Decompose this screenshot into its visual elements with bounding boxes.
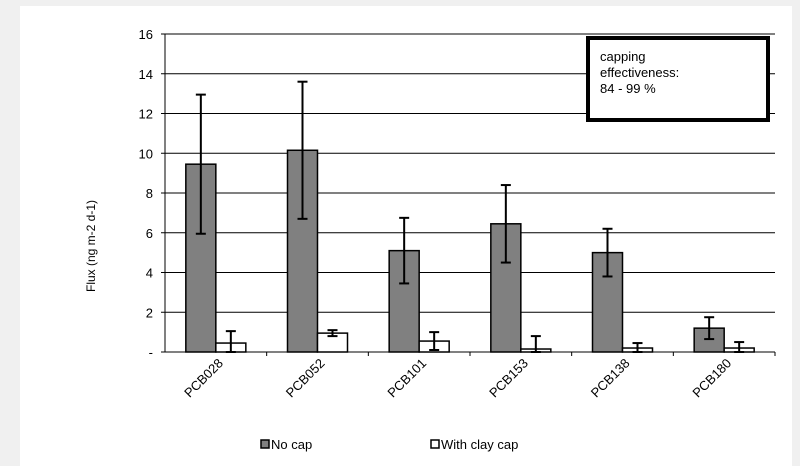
- error-bar-with-clay-cap: [429, 331, 440, 352]
- error-bar-no-cap: [704, 316, 715, 341]
- category-label: PCB028: [181, 356, 226, 401]
- error-bar-no-cap: [399, 216, 410, 285]
- y-tick-labels: - 2 4 6 8 10 12 14 16: [139, 27, 165, 360]
- legend-label-with-clay-cap: With clay cap: [441, 437, 518, 452]
- category-label: PCB101: [384, 356, 429, 401]
- error-bar-no-cap: [195, 93, 206, 235]
- category-labels: PCB028 PCB052 PCB101 PCB153 PCB138 PCB180: [181, 352, 776, 401]
- annotation-frame: [586, 36, 770, 122]
- y-tick-label: 10: [139, 146, 153, 161]
- error-bar-with-clay-cap: [327, 329, 338, 338]
- y-tick-label: 12: [139, 107, 153, 122]
- error-bar-no-cap: [297, 80, 308, 220]
- legend: No cap With clay cap: [260, 437, 518, 452]
- legend-swatch-with-clay-cap: [430, 439, 440, 449]
- category-label: PCB180: [689, 356, 734, 401]
- y-axis-title: Flux (ng m-2 d-1): [84, 200, 98, 292]
- y-tick-label: 6: [146, 226, 153, 241]
- bars: [185, 80, 755, 353]
- annotation-box: capping effectiveness: 84 - 99 %: [586, 36, 770, 122]
- legend-swatch-no-cap: [260, 439, 270, 449]
- annotation-line-3: 84 - 99 %: [600, 81, 656, 96]
- category-label: PCB052: [283, 356, 328, 401]
- y-tick-label: 2: [146, 305, 153, 320]
- legend-label-no-cap: No cap: [271, 437, 312, 452]
- y-tick-label: 14: [139, 67, 153, 82]
- error-bar-no-cap: [602, 227, 613, 278]
- chart-panel: -2 4 6 8 10 12 14 16 PCB028 PCB052 PCB101 PCB153 PC…: [20, 6, 792, 466]
- gridlines: [165, 33, 775, 313]
- category-label: PCB153: [486, 356, 531, 401]
- y-tick-label: -: [149, 345, 153, 360]
- y-tick-label: 8: [146, 186, 153, 201]
- error-bar-no-cap: [500, 184, 511, 264]
- category-label: PCB138: [588, 356, 633, 401]
- y-tick-label: 4: [146, 266, 153, 281]
- annotation-line-1: capping: [600, 49, 646, 64]
- annotation-line-2: effectiveness:: [600, 65, 679, 80]
- y-tick-label: 16: [139, 27, 153, 42]
